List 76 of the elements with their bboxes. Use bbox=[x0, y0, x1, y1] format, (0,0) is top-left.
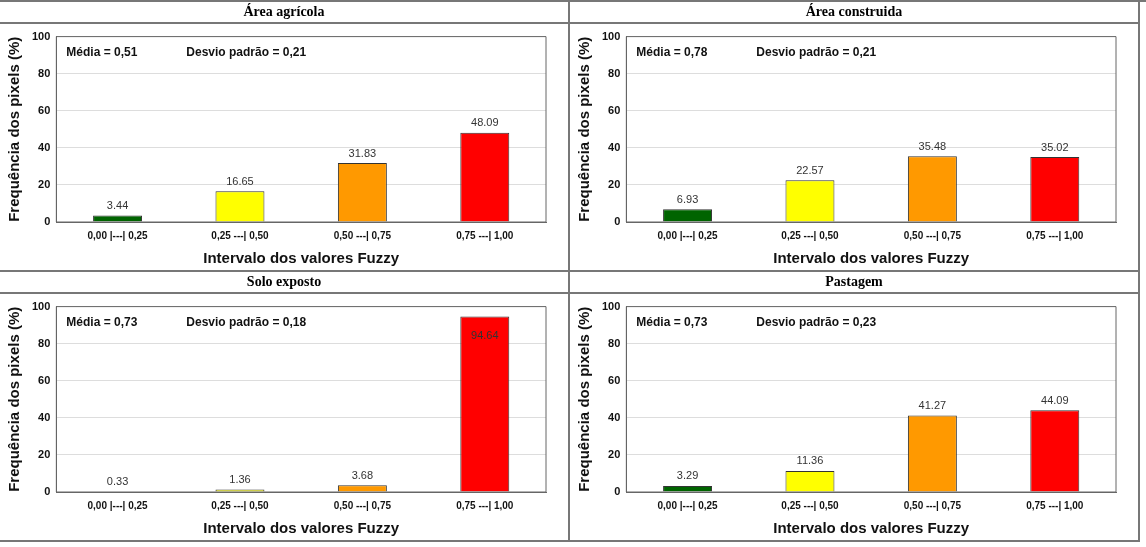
x-tick-label: 0,75 ---| 1,00 bbox=[1026, 229, 1084, 241]
data-label: 3.29 bbox=[676, 469, 699, 482]
y-axis-title: Frequência dos pixels (%) bbox=[5, 36, 23, 222]
data-label: 16.65 bbox=[226, 174, 254, 187]
x-tick-label: 0,00 |---| 0,25 bbox=[87, 229, 149, 241]
y-tick-label: 80 bbox=[608, 336, 621, 349]
annotation: Desvio padrão = 0,21 bbox=[186, 44, 307, 59]
x-axis-title: Intervalo dos valores Fuzzy bbox=[203, 249, 400, 267]
data-label: 3.44 bbox=[106, 199, 129, 212]
x-axis-title: Intervalo dos valores Fuzzy bbox=[773, 249, 970, 267]
x-tick-label: 0,25 ---| 0,50 bbox=[211, 499, 270, 511]
y-tick-label: 80 bbox=[38, 336, 51, 349]
annotation: Média = 0,73 bbox=[636, 314, 708, 329]
data-label: 94.64 bbox=[471, 329, 499, 342]
y-tick-label: 100 bbox=[31, 29, 51, 42]
y-tick-label: 20 bbox=[608, 177, 621, 190]
y-tick-label: 100 bbox=[601, 29, 621, 42]
annotation: Média = 0,73 bbox=[66, 314, 138, 329]
annotation: Desvio padrão = 0,23 bbox=[756, 314, 877, 329]
x-tick-label: 0,50 ---| 0,75 bbox=[903, 499, 962, 511]
annotation: Média = 0,78 bbox=[636, 44, 708, 59]
chart-title: Solo exposto bbox=[0, 272, 568, 294]
annotation: Média = 0,51 bbox=[66, 44, 138, 59]
data-label: 35.48 bbox=[918, 139, 947, 152]
chart-title: Área agrícola bbox=[0, 2, 568, 24]
data-label: 35.02 bbox=[1041, 140, 1069, 153]
x-tick-label: 0,50 ---| 0,75 bbox=[903, 229, 962, 241]
annotation: Desvio padrão = 0,18 bbox=[186, 314, 307, 329]
data-label: 11.36 bbox=[796, 454, 824, 467]
y-tick-label: 20 bbox=[38, 447, 51, 460]
annotation: Desvio padrão = 0,21 bbox=[756, 44, 877, 59]
y-tick-label: 40 bbox=[608, 410, 621, 423]
data-label: 3.68 bbox=[351, 468, 374, 481]
x-tick-label: 0,00 |---| 0,25 bbox=[87, 499, 149, 511]
data-label: 22.57 bbox=[796, 163, 824, 176]
x-tick-label: 0,25 ---| 0,50 bbox=[781, 499, 840, 511]
x-tick-label: 0,50 ---| 0,75 bbox=[333, 229, 392, 241]
y-tick-label: 60 bbox=[38, 373, 51, 386]
y-tick-label: 20 bbox=[608, 447, 621, 460]
y-tick-label: 0 bbox=[614, 215, 621, 228]
x-axis-title: Intervalo dos valores Fuzzy bbox=[773, 519, 970, 537]
y-tick-label: 100 bbox=[31, 299, 51, 312]
x-tick-label: 0,75 ---| 1,00 bbox=[456, 229, 514, 241]
x-tick-label: 0,00 |---| 0,25 bbox=[657, 499, 719, 511]
y-tick-label: 80 bbox=[38, 66, 51, 79]
data-label: 44.09 bbox=[1041, 393, 1069, 406]
x-tick-label: 0,75 ---| 1,00 bbox=[456, 499, 514, 511]
y-axis-title: Frequência dos pixels (%) bbox=[575, 36, 593, 222]
data-label: 31.83 bbox=[348, 146, 377, 159]
data-label: 0.33 bbox=[106, 474, 129, 487]
y-tick-label: 60 bbox=[38, 103, 51, 116]
chart-title: Pastagem bbox=[570, 272, 1138, 294]
y-tick-label: 60 bbox=[608, 103, 621, 116]
data-label: 1.36 bbox=[229, 473, 251, 486]
y-tick-label: 100 bbox=[601, 299, 621, 312]
y-tick-label: 40 bbox=[38, 410, 51, 423]
y-axis-title: Frequência dos pixels (%) bbox=[575, 306, 593, 492]
x-axis-title: Intervalo dos valores Fuzzy bbox=[203, 519, 400, 537]
y-axis-title: Frequência dos pixels (%) bbox=[5, 306, 23, 492]
y-tick-label: 40 bbox=[38, 140, 51, 153]
y-tick-label: 40 bbox=[608, 140, 621, 153]
y-tick-label: 60 bbox=[608, 373, 621, 386]
x-tick-label: 0,75 ---| 1,00 bbox=[1026, 499, 1084, 511]
chart-title: Área construida bbox=[570, 2, 1138, 24]
y-tick-label: 0 bbox=[614, 485, 621, 498]
data-label: 6.93 bbox=[676, 192, 699, 205]
data-label: 41.27 bbox=[918, 399, 947, 412]
x-tick-label: 0,25 ---| 0,50 bbox=[211, 229, 270, 241]
y-tick-label: 0 bbox=[44, 215, 51, 228]
y-tick-label: 20 bbox=[38, 177, 51, 190]
y-tick-label: 0 bbox=[44, 485, 51, 498]
data-label: 48.09 bbox=[471, 116, 499, 129]
x-tick-label: 0,00 |---| 0,25 bbox=[657, 229, 719, 241]
x-tick-label: 0,50 ---| 0,75 bbox=[333, 499, 392, 511]
x-tick-label: 0,25 ---| 0,50 bbox=[781, 229, 840, 241]
y-tick-label: 80 bbox=[608, 66, 621, 79]
